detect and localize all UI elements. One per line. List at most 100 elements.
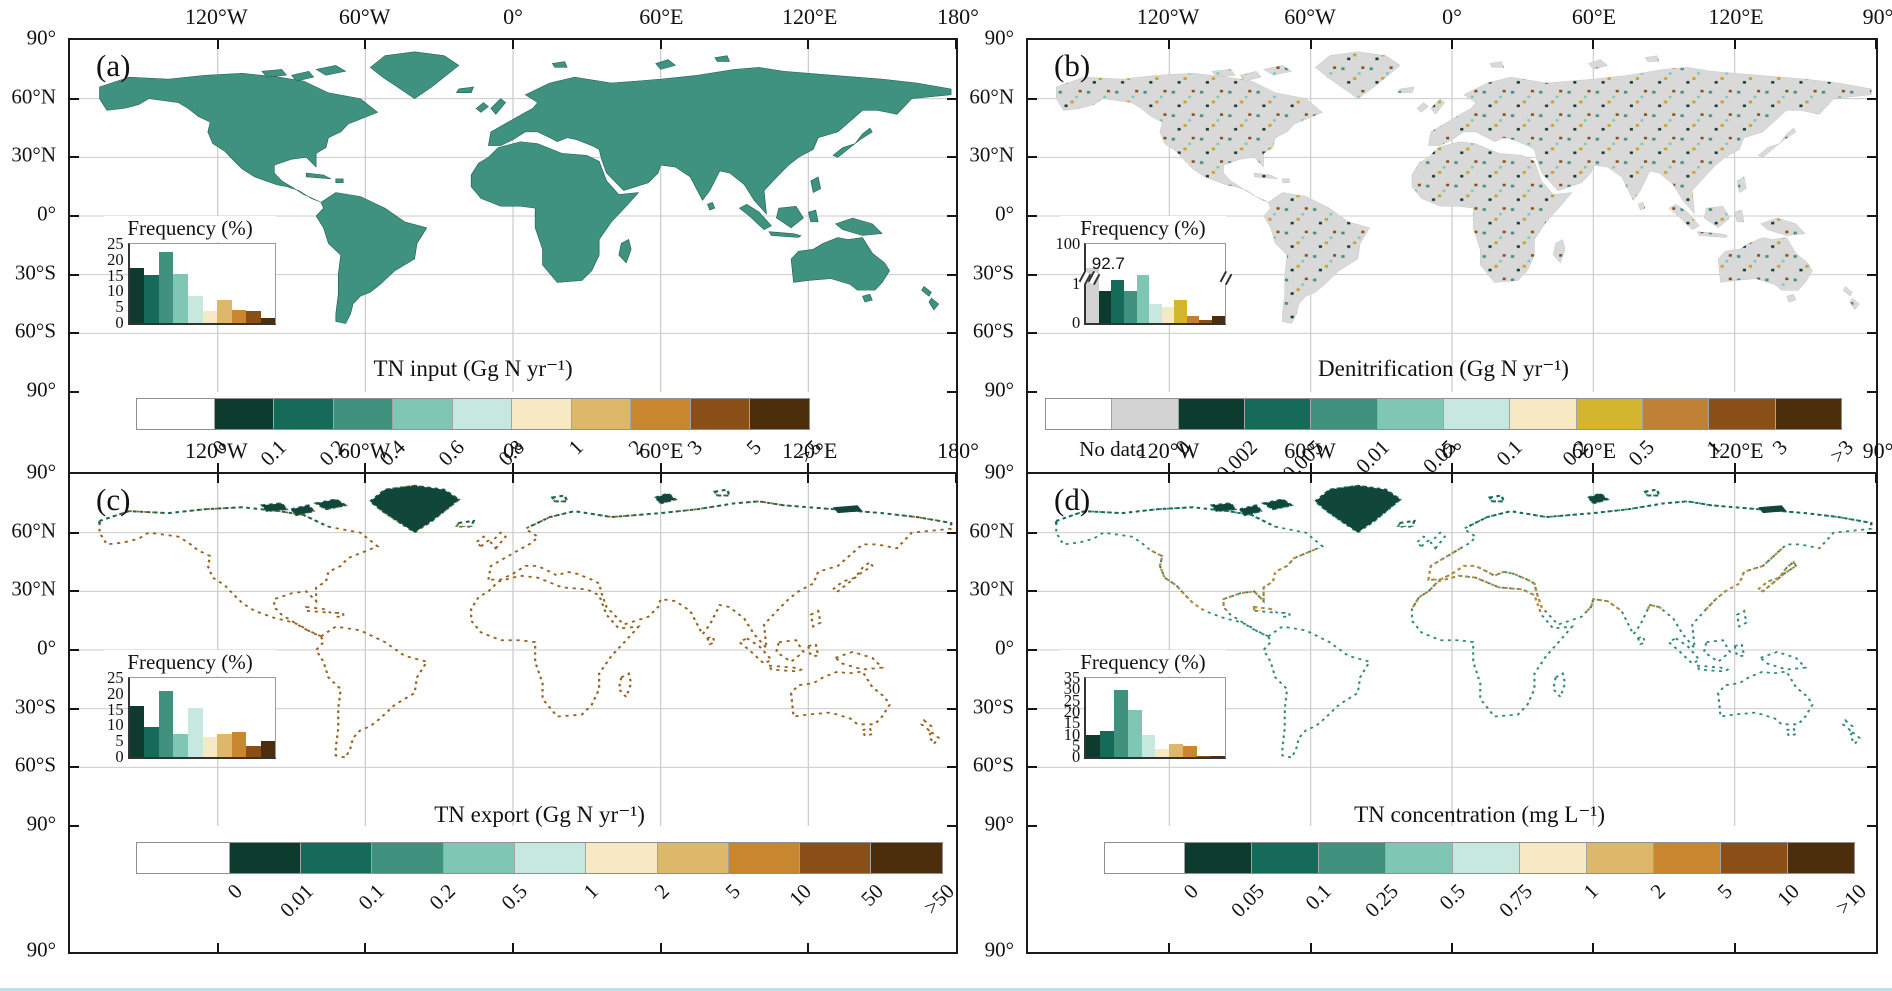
axis-tick-label: 0° <box>37 201 56 226</box>
inset-y-tick-label: 10 <box>107 715 124 735</box>
inset-y-axis: 25 20 15 10 5 0 <box>107 235 276 330</box>
histogram-bar <box>202 736 218 758</box>
axis-tick-mark <box>70 825 79 827</box>
colorbar-segment <box>1105 843 1186 873</box>
axis-tick-mark <box>947 531 956 534</box>
histogram-bar <box>260 740 276 758</box>
histogram-bar <box>1183 745 1197 758</box>
colorbar-segment <box>1444 399 1511 429</box>
axis-tick-label: 60°N <box>11 518 56 543</box>
colorbar-segment <box>871 843 942 873</box>
axis-tick-label: 60°N <box>969 84 1014 109</box>
axis-tick-mark <box>1168 943 1171 952</box>
axis-tick-label: 60°W <box>1284 4 1336 29</box>
colorbar-tick-label: 50 <box>855 879 888 911</box>
axis-tick-label: 0° <box>1442 438 1462 463</box>
inset-title: Frequency (%) <box>1060 650 1226 676</box>
axis-tick-mark <box>955 40 957 49</box>
axis-tick-label: 0° <box>503 4 523 29</box>
axis-tick-mark <box>947 332 956 335</box>
axis-tick-mark <box>1867 649 1876 651</box>
colorbar-tick-label: 0 <box>222 879 247 904</box>
axis-tick-mark <box>947 766 956 769</box>
axis-tick-label: 0° <box>37 635 56 660</box>
axis-tick-label: 0° <box>503 438 523 463</box>
colorbar-tick-label: 0.05 <box>1226 879 1270 922</box>
axis-tick-label: 90° <box>984 937 1014 962</box>
colorbar-segment <box>586 843 658 873</box>
colorbar-segment <box>1787 843 1854 873</box>
longitude-axis-a: 120°W 60°W 0° 60°E 120°E 180° <box>68 4 979 34</box>
colorbar-title: Denitrification (Gg N yr⁻¹) <box>1318 356 1569 381</box>
histogram-bar <box>1174 299 1187 324</box>
panel-letter: (c) <box>96 482 131 517</box>
colorbar-segment <box>657 843 729 873</box>
histogram-bars <box>129 678 276 758</box>
histogram-bar <box>1098 291 1112 324</box>
axis-tick-mark <box>1867 215 1876 217</box>
axis-tick-mark <box>1028 825 1037 827</box>
axis-tick-mark <box>216 943 219 952</box>
map-frame-c: (c) Frequency (%) 25 20 15 10 5 0 TN export (… <box>68 472 959 954</box>
colorbar-a: TN input (Gg N yr⁻¹) 0 0.1 0.2 0.4 0.6 0.8 1 2 3… <box>136 356 826 471</box>
axis-tick-mark <box>70 707 79 710</box>
inset-y-tick-label: 25 <box>107 233 124 253</box>
axis-tick-label: 60°S <box>972 318 1014 343</box>
axis-tick-mark <box>1168 474 1171 483</box>
histogram-bar <box>1199 319 1212 324</box>
latitude-axis-d: 90° 60°N 30°N 0° 30°S 60°S 90° <box>958 460 1020 836</box>
axis-tick-label: 60°E <box>1571 438 1617 463</box>
axis-tick-mark <box>1028 156 1037 159</box>
colorbar-segment <box>333 399 394 429</box>
inset-plot: 35 30 25 20 15 10 5 0 <box>1064 669 1226 764</box>
histogram-bar <box>1123 291 1137 324</box>
axis-tick-label: 90° <box>984 25 1014 50</box>
inset-plot: 25 20 15 10 5 0 <box>107 669 277 764</box>
frequency-histogram-d: Frequency (%) 35 30 25 20 15 10 5 0 <box>1060 650 1226 764</box>
no-data-label: No data <box>1079 437 1146 461</box>
axis-tick-mark <box>1028 215 1037 217</box>
colorbar-segment <box>1709 399 1776 429</box>
axis-tick-label: 30°N <box>969 142 1014 167</box>
inset-y-tick-label: 10 <box>1063 724 1081 744</box>
axis-tick-mark <box>1875 40 1877 49</box>
axis-tick-mark <box>216 474 219 483</box>
frequency-histogram-a: Frequency (%) 25 20 15 10 5 0 <box>103 216 277 330</box>
axis-tick-mark <box>1733 943 1736 952</box>
map-frame-b: (b) Frequency (%) 100 1 0 92.7 Denitrifica… <box>1026 38 1878 485</box>
inset-y-tick-label: 10 <box>107 281 124 301</box>
axis-tick-label: 0° <box>995 635 1014 660</box>
map-frame-a: (a) Frequency (%) 25 20 15 10 5 0 TN input (G… <box>68 38 958 474</box>
axis-tick-mark <box>364 474 367 483</box>
axis-tick-mark <box>1867 156 1876 159</box>
axis-tick-mark <box>955 474 957 483</box>
axis-tick-mark <box>512 474 514 483</box>
axis-tick-mark <box>947 156 956 159</box>
axis-tick-label: 30°N <box>969 576 1014 601</box>
axis-tick-mark <box>1028 766 1037 769</box>
axis-tick-mark <box>947 707 956 710</box>
inset-y-tick-label: 100 <box>1055 233 1081 253</box>
colorbar-segment <box>137 843 230 873</box>
frequency-histogram-c: Frequency (%) 25 20 15 10 5 0 <box>103 650 277 764</box>
colorbar-tick-label: 2 <box>649 879 674 904</box>
axis-tick-mark <box>1028 332 1037 335</box>
inset-y-tick-label: 35 <box>1063 667 1081 687</box>
colorbar-segment <box>750 399 809 429</box>
axis-tick-mark <box>364 463 367 472</box>
latitude-axis-b: 90° 60°N 30°N 0° 30°S 60°S 90° <box>958 26 1020 402</box>
histogram-bar <box>1186 316 1200 324</box>
colorbar-tick-label: 10 <box>784 879 817 911</box>
inset-y-tick-label: 15 <box>107 699 124 719</box>
map-area-d: (d) Frequency (%) 35 30 25 20 15 10 5 0 <box>1028 474 1877 827</box>
histogram-bar <box>187 708 203 758</box>
panel-b: 120°W 60°W 0° 60°E 120°E 90° 90° 60°N 30… <box>958 0 1892 485</box>
colorbar-segment <box>1185 843 1253 873</box>
axis-tick-mark <box>1875 474 1877 483</box>
colorbar-tick-label: 2 <box>1645 879 1671 904</box>
histogram-bar <box>144 727 159 758</box>
colorbar-tick-label: >10 <box>1830 879 1871 920</box>
colorbar-bar: 0 0.1 0.2 0.4 0.6 0.8 1 2 3 5 >5 <box>136 398 826 471</box>
axis-tick-label: 30°N <box>11 576 56 601</box>
